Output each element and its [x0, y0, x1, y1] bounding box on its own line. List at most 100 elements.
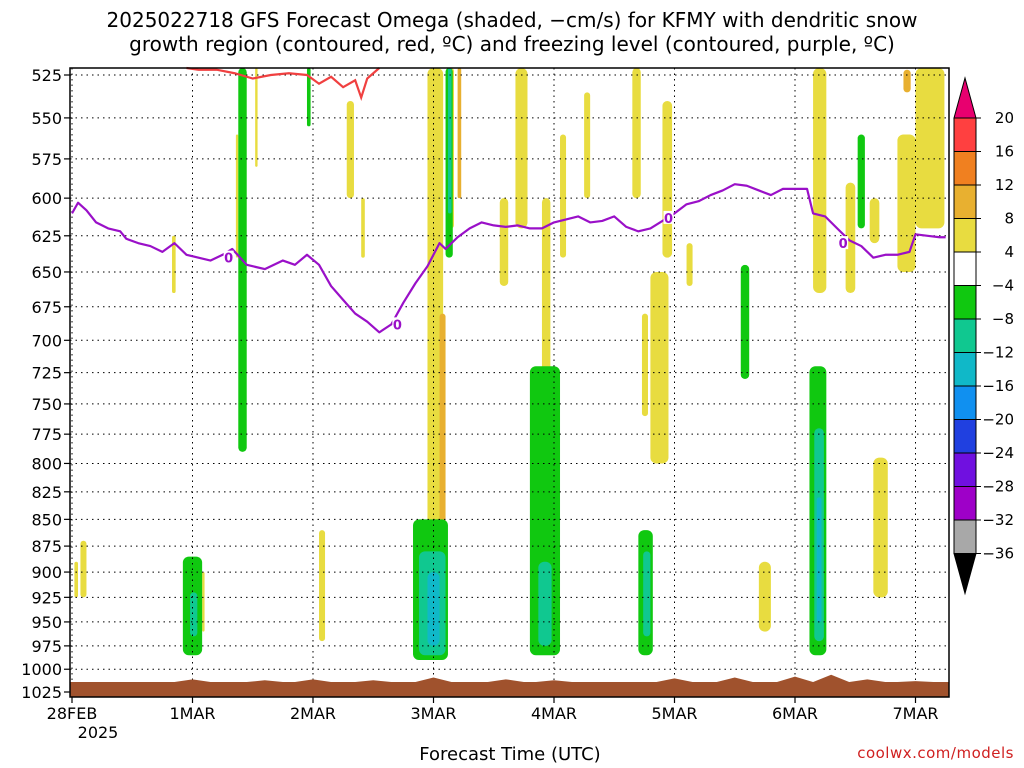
colorbar-label: 4: [1004, 243, 1014, 261]
omega-region-green-5: [529, 366, 561, 656]
freezing-label-bg-2: [663, 210, 674, 224]
y-tick-label-875: 875: [31, 537, 62, 556]
omega-region-yellow-4: [202, 572, 205, 632]
colorbar-segment-2: [953, 151, 977, 186]
colorbar-label: 20: [995, 109, 1014, 127]
omega-region-yellow-24: [845, 182, 856, 293]
omega-region-teal-1: [190, 592, 198, 637]
y-tick-label-1025: 1025: [21, 683, 62, 702]
colorbar-label: −32: [982, 511, 1014, 529]
omega-region-yellow-12: [499, 198, 509, 287]
grid-layer: [70, 68, 949, 697]
x-tick-label-6MAR: 6MAR: [772, 704, 818, 723]
omega-shading-layer: [74, 68, 945, 660]
colorbar-segment-7: [953, 318, 977, 353]
freezing-level-label: 0: [664, 212, 673, 227]
freezing-level-label: 0: [393, 318, 402, 333]
colorbar-label: 8: [1004, 210, 1014, 228]
omega-region-yellow-9: [361, 198, 365, 258]
freezing-level-label: 0: [224, 252, 233, 267]
omega-region-yellow-21: [686, 243, 693, 287]
omega-region-green-7: [740, 264, 750, 380]
colorbar-segment-6: [953, 285, 977, 320]
omega-region-yellow-16: [584, 92, 591, 199]
y-tick-label-525: 525: [31, 66, 62, 85]
omega-region-cyan-1: [427, 572, 440, 646]
axes-layer: 525 550 575 600 625 650 675 700 725 750 775 800 825 8…: [21, 66, 950, 742]
dendritic-zone-contour: [186, 66, 380, 102]
x-tick-sublabel: 2025: [78, 723, 119, 742]
x-tick-label-28FEB: 28FEB: [47, 704, 98, 723]
omega-region-yellow-17: [632, 68, 641, 199]
terrain-layer: [70, 674, 949, 697]
chart-title: 2025022718 GFS Forecast Omega (shaded, −…: [0, 8, 1024, 56]
y-tick-label-650: 650: [31, 263, 62, 282]
chart-title-line-1: 2025022718 GFS Forecast Omega (shaded, −…: [106, 8, 918, 32]
colorbar-label: 12: [995, 176, 1014, 194]
credit-text: coolwx.com/models: [857, 744, 1014, 762]
colorbar-label: −8: [992, 310, 1014, 328]
omega-region-yellow-7: [319, 530, 326, 642]
omega-region-yellow-15: [560, 134, 567, 258]
omega-region-yellow-3: [172, 235, 176, 293]
colorbar-segment-11: [953, 452, 977, 487]
y-tick-label-700: 700: [31, 331, 62, 350]
freezing-level-contour: [71, 183, 946, 334]
y-tick-label-900: 900: [31, 563, 62, 582]
y-tick-label-675: 675: [31, 298, 62, 317]
omega-region-yellow-23: [813, 68, 827, 293]
colorbar-segment-8: [953, 352, 977, 387]
y-tick-label-825: 825: [31, 483, 62, 502]
freezing-label-bg-1: [392, 317, 403, 331]
freezing-level-label: 0: [839, 237, 848, 252]
colorbar-label: −28: [982, 478, 1014, 496]
omega-region-yellow-22: [758, 561, 771, 632]
x-tick-label-1MAR: 1MAR: [169, 704, 215, 723]
plot-frame: [69, 67, 950, 698]
omega-region-green-9: [857, 134, 865, 229]
x-tick-label-2MAR: 2MAR: [290, 704, 336, 723]
chart-title-line-2: growth region (contoured, red, ºC) and f…: [129, 32, 895, 56]
omega-region-cyan-2: [816, 497, 822, 622]
omega-region-yellow-1: [74, 561, 79, 598]
omega-region-yellow-13: [515, 68, 528, 229]
terrain-band: [70, 674, 949, 697]
omega-region-yellow-5: [235, 134, 239, 258]
y-tick-label-975: 975: [31, 637, 62, 656]
y-tick-label-625: 625: [31, 227, 62, 246]
colorbar-segment-12: [953, 486, 977, 521]
omega-region-yellow-6: [255, 68, 258, 167]
omega-region-yellow-19: [650, 271, 669, 464]
colorbar-bottom-arrow: [953, 553, 977, 596]
colorbar-segment-4: [953, 218, 977, 253]
colorbar-segment-9: [953, 385, 977, 420]
omega-region-teal-4: [643, 551, 651, 637]
x-tick-label-4MAR: 4MAR: [531, 704, 577, 723]
y-tick-label-1000: 1000: [21, 660, 62, 679]
omega-region-yellow-20: [662, 100, 673, 258]
colorbar-top-arrow: [953, 76, 977, 119]
y-tick-label-925: 925: [31, 588, 62, 607]
colorbar-segment-5: [953, 251, 977, 286]
x-tick-label-7MAR: 7MAR: [892, 704, 938, 723]
omega-region-green-3: [306, 68, 311, 127]
freezing-label-bg-3: [838, 236, 849, 250]
y-tick-label-950: 950: [31, 613, 62, 632]
y-tick-label-600: 600: [31, 189, 62, 208]
colorbar-segment-1: [953, 117, 977, 152]
omega-region-yellow-28: [915, 68, 945, 229]
colorbar-segment-13: [953, 519, 977, 554]
colorbar-label: −12: [982, 344, 1014, 362]
omega-region-orange-3: [903, 69, 911, 93]
y-tick-label-550: 550: [31, 109, 62, 128]
omega-region-orange-2: [457, 68, 462, 199]
colorbar-segment-3: [953, 184, 977, 219]
colorbar: 20 16 12 8 4 −4 −8 −12 −16 −20 −24 −28 −32 −36: [953, 76, 1014, 596]
y-tick-label-750: 750: [31, 395, 62, 414]
colorbar-label: −4: [992, 277, 1014, 295]
omega-region-teal-6: [447, 68, 452, 214]
y-tick-label-775: 775: [31, 425, 62, 444]
omega-region-yellow-2: [80, 540, 87, 598]
x-axis-label: Forecast Time (UTC): [419, 744, 601, 765]
